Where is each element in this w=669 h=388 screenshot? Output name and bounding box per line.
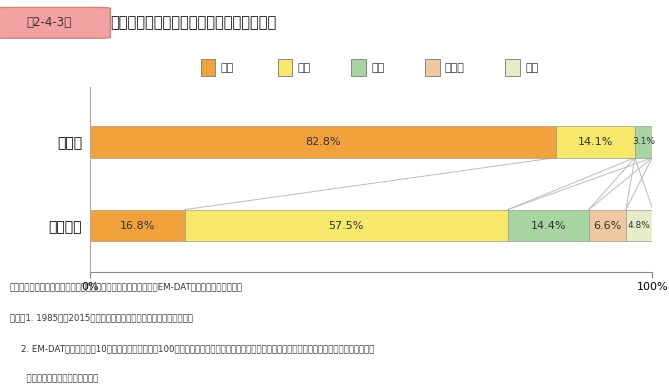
Bar bbox=[505, 59, 520, 76]
Text: 6.6%: 6.6% bbox=[593, 220, 622, 230]
Text: 14.1%: 14.1% bbox=[577, 137, 613, 147]
Text: 「災害」として登録している。: 「災害」として登録している。 bbox=[10, 374, 98, 383]
Text: 洪水: 洪水 bbox=[371, 63, 385, 73]
Text: 14.4%: 14.4% bbox=[531, 220, 566, 230]
Bar bbox=[635, 126, 652, 158]
Bar bbox=[351, 59, 366, 76]
Text: 火山: 火山 bbox=[525, 63, 539, 73]
Text: 地滑り: 地滑り bbox=[445, 63, 465, 73]
Bar bbox=[626, 210, 653, 241]
Text: 台風: 台風 bbox=[298, 63, 311, 73]
Bar bbox=[278, 59, 292, 76]
Bar bbox=[508, 210, 589, 241]
Text: 第2-4-3図: 第2-4-3図 bbox=[26, 16, 72, 29]
Bar bbox=[90, 210, 185, 241]
Text: 資料：ルーバン・カトリック大学疫学研究所災害データベース（EM-DAT）から中小企業庁作成: 資料：ルーバン・カトリック大学疫学研究所災害データベース（EM-DAT）から中小… bbox=[10, 283, 243, 292]
Text: 3.1%: 3.1% bbox=[632, 137, 655, 146]
Text: 57.5%: 57.5% bbox=[328, 220, 364, 230]
Text: 4.8%: 4.8% bbox=[628, 221, 651, 230]
Bar bbox=[185, 210, 508, 241]
Text: 82.8%: 82.8% bbox=[305, 137, 341, 147]
Bar bbox=[556, 126, 635, 158]
Text: 16.8%: 16.8% bbox=[120, 220, 155, 230]
Bar bbox=[425, 59, 440, 76]
Bar bbox=[90, 126, 556, 158]
Text: （注）1. 1985年〜2015年の自然災害による被害額を集計している。: （注）1. 1985年〜2015年の自然災害による被害額を集計している。 bbox=[10, 314, 193, 322]
Text: 地震: 地震 bbox=[221, 63, 234, 73]
FancyBboxPatch shape bbox=[0, 7, 110, 38]
Text: 2. EM-DATでは「死者が10人以上」、「被災者が100人以上」、「緊急事態宣言の発令」、「国際救援の要請」のいずれかに該当する事象を: 2. EM-DATでは「死者が10人以上」、「被災者が100人以上」、「緊急事態… bbox=[10, 345, 375, 353]
Bar bbox=[589, 210, 626, 241]
Bar bbox=[201, 59, 215, 76]
Text: 日本における自然災害被害額の災害別割合: 日本における自然災害被害額の災害別割合 bbox=[110, 15, 277, 30]
